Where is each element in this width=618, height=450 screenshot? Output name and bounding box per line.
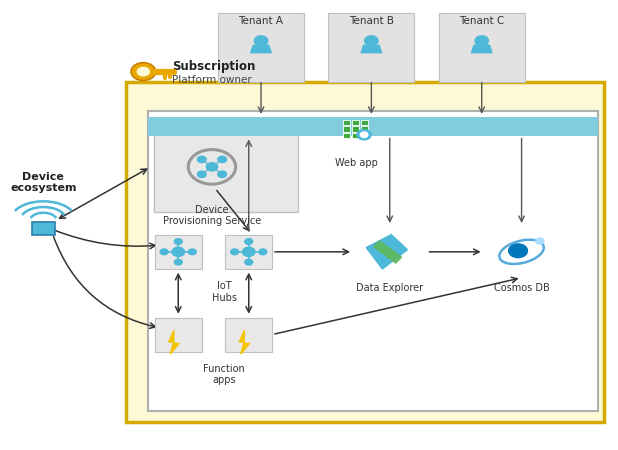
FancyBboxPatch shape — [328, 13, 414, 82]
Circle shape — [174, 238, 182, 244]
Text: IoT
Hubs: IoT Hubs — [212, 281, 237, 302]
Text: Function
apps: Function apps — [203, 364, 245, 385]
Circle shape — [188, 249, 197, 255]
Circle shape — [197, 171, 206, 177]
Circle shape — [218, 171, 227, 177]
Circle shape — [197, 156, 206, 162]
Text: Device
Provisioning Service: Device Provisioning Service — [163, 205, 261, 226]
Circle shape — [509, 244, 528, 258]
FancyBboxPatch shape — [155, 235, 201, 269]
Circle shape — [218, 156, 227, 162]
Circle shape — [357, 130, 371, 140]
Circle shape — [206, 163, 218, 171]
Circle shape — [131, 63, 156, 81]
Circle shape — [174, 259, 182, 265]
FancyBboxPatch shape — [343, 133, 350, 138]
FancyBboxPatch shape — [439, 13, 525, 82]
Text: Tenant C: Tenant C — [459, 16, 504, 26]
Circle shape — [259, 249, 267, 255]
FancyBboxPatch shape — [361, 126, 368, 132]
Polygon shape — [169, 330, 179, 354]
Polygon shape — [361, 45, 382, 53]
Circle shape — [365, 36, 378, 45]
Text: Tenant A: Tenant A — [239, 16, 284, 26]
FancyBboxPatch shape — [226, 235, 272, 269]
Circle shape — [160, 249, 168, 255]
FancyBboxPatch shape — [352, 126, 359, 132]
Circle shape — [231, 249, 239, 255]
FancyBboxPatch shape — [343, 120, 350, 125]
Text: Web app: Web app — [334, 158, 378, 168]
Polygon shape — [251, 45, 271, 53]
Text: Device
ecosystem: Device ecosystem — [10, 172, 77, 194]
Circle shape — [536, 238, 544, 244]
Circle shape — [475, 36, 488, 45]
Circle shape — [172, 247, 185, 256]
FancyBboxPatch shape — [154, 122, 298, 212]
FancyBboxPatch shape — [32, 222, 54, 234]
FancyBboxPatch shape — [148, 117, 598, 135]
Circle shape — [242, 247, 255, 256]
FancyBboxPatch shape — [352, 120, 359, 125]
FancyBboxPatch shape — [343, 126, 350, 132]
Text: Subscription: Subscription — [172, 60, 255, 73]
FancyBboxPatch shape — [361, 133, 368, 138]
FancyBboxPatch shape — [148, 111, 598, 410]
Polygon shape — [366, 234, 407, 269]
Polygon shape — [388, 252, 402, 263]
FancyBboxPatch shape — [352, 133, 359, 138]
Polygon shape — [373, 241, 387, 252]
FancyBboxPatch shape — [218, 13, 304, 82]
FancyBboxPatch shape — [226, 318, 272, 351]
Polygon shape — [381, 247, 394, 258]
Text: Tenant B: Tenant B — [349, 16, 394, 26]
Circle shape — [245, 238, 253, 244]
FancyBboxPatch shape — [361, 120, 368, 125]
FancyBboxPatch shape — [126, 82, 604, 422]
Circle shape — [137, 67, 150, 76]
Text: Data Explorer: Data Explorer — [356, 283, 423, 293]
Text: Cosmos DB: Cosmos DB — [494, 283, 549, 293]
FancyBboxPatch shape — [155, 318, 201, 351]
Polygon shape — [472, 45, 492, 53]
Text: Platform owner: Platform owner — [172, 75, 252, 85]
Circle shape — [360, 132, 368, 138]
Circle shape — [245, 259, 253, 265]
Circle shape — [255, 36, 268, 45]
Polygon shape — [239, 330, 250, 354]
